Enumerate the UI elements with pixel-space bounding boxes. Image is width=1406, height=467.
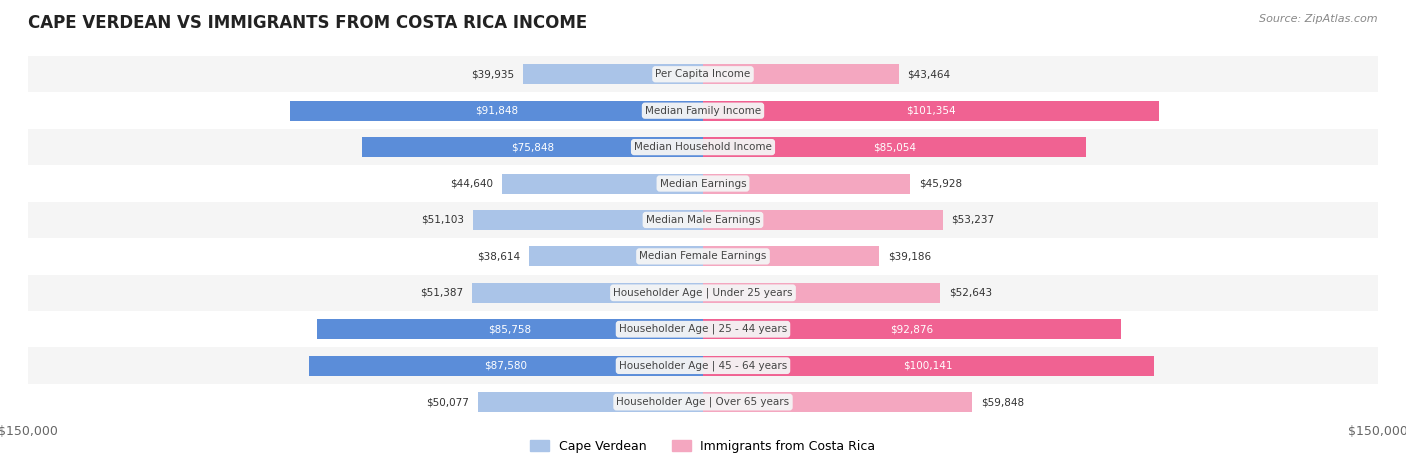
Text: $38,614: $38,614 — [477, 251, 520, 262]
Text: Median Female Earnings: Median Female Earnings — [640, 251, 766, 262]
Bar — [309, 356, 703, 375]
Bar — [28, 311, 1378, 347]
Text: Median Family Income: Median Family Income — [645, 106, 761, 116]
Text: $44,640: $44,640 — [450, 178, 494, 189]
Bar — [28, 275, 1378, 311]
Bar — [28, 129, 1378, 165]
Bar — [703, 319, 1121, 339]
Text: $85,054: $85,054 — [873, 142, 915, 152]
Bar — [28, 384, 1378, 420]
Text: Median Earnings: Median Earnings — [659, 178, 747, 189]
Text: $39,186: $39,186 — [889, 251, 931, 262]
Bar — [290, 101, 703, 120]
Bar — [28, 56, 1378, 92]
Bar — [318, 319, 703, 339]
Text: Householder Age | 45 - 64 years: Householder Age | 45 - 64 years — [619, 361, 787, 371]
Text: CAPE VERDEAN VS IMMIGRANTS FROM COSTA RICA INCOME: CAPE VERDEAN VS IMMIGRANTS FROM COSTA RI… — [28, 14, 588, 32]
Text: $92,876: $92,876 — [890, 324, 934, 334]
Text: $45,928: $45,928 — [918, 178, 962, 189]
Text: $51,387: $51,387 — [419, 288, 463, 298]
Text: $51,103: $51,103 — [420, 215, 464, 225]
Bar — [28, 92, 1378, 129]
Bar — [28, 238, 1378, 275]
Text: $85,758: $85,758 — [488, 324, 531, 334]
Text: Householder Age | Under 25 years: Householder Age | Under 25 years — [613, 288, 793, 298]
Text: $53,237: $53,237 — [952, 215, 994, 225]
Bar — [472, 283, 703, 303]
Bar — [529, 247, 703, 266]
Bar — [703, 392, 973, 412]
Bar — [28, 202, 1378, 238]
Text: $43,464: $43,464 — [907, 69, 950, 79]
Bar — [703, 356, 1153, 375]
Bar — [703, 283, 939, 303]
Legend: Cape Verdean, Immigrants from Costa Rica: Cape Verdean, Immigrants from Costa Rica — [526, 435, 880, 458]
Text: $50,077: $50,077 — [426, 397, 468, 407]
Bar — [703, 174, 910, 193]
Text: $91,848: $91,848 — [475, 106, 517, 116]
Bar — [703, 101, 1159, 120]
Bar — [703, 247, 879, 266]
Bar — [703, 64, 898, 84]
Bar — [28, 347, 1378, 384]
Text: Householder Age | Over 65 years: Householder Age | Over 65 years — [616, 397, 790, 407]
Bar — [502, 174, 703, 193]
Text: $100,141: $100,141 — [904, 361, 953, 371]
Bar — [523, 64, 703, 84]
Text: Median Male Earnings: Median Male Earnings — [645, 215, 761, 225]
Bar — [703, 210, 942, 230]
Text: $52,643: $52,643 — [949, 288, 993, 298]
Bar — [478, 392, 703, 412]
Text: $75,848: $75,848 — [510, 142, 554, 152]
Text: Median Household Income: Median Household Income — [634, 142, 772, 152]
Text: $39,935: $39,935 — [471, 69, 515, 79]
Text: $59,848: $59,848 — [981, 397, 1025, 407]
Text: Per Capita Income: Per Capita Income — [655, 69, 751, 79]
Bar — [703, 137, 1085, 157]
Text: Householder Age | 25 - 44 years: Householder Age | 25 - 44 years — [619, 324, 787, 334]
Text: Source: ZipAtlas.com: Source: ZipAtlas.com — [1260, 14, 1378, 24]
Bar — [472, 210, 703, 230]
Text: $87,580: $87,580 — [485, 361, 527, 371]
Text: $101,354: $101,354 — [907, 106, 956, 116]
Bar — [361, 137, 703, 157]
Bar — [28, 165, 1378, 202]
